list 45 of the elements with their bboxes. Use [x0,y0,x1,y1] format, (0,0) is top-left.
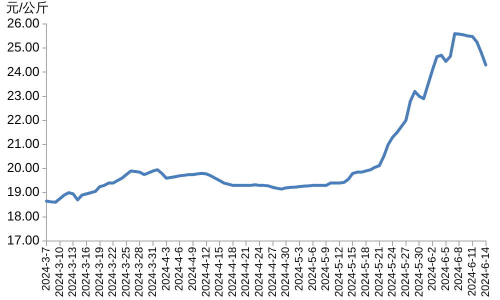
x-tick-label: 2024-4-12 [200,246,212,298]
x-tick-label: 2024-5-12 [333,246,346,298]
x-tick-label: 2024-3-31 [147,246,160,298]
y-tick-label: 18.00 [6,208,40,224]
x-tick-label: 2024-6-11 [466,246,479,296]
x-tick-label: 2024-4-3 [160,246,172,291]
x-tick-label: 2024-3-13 [67,246,80,298]
y-tick-label: 26.00 [6,16,40,31]
x-tick-label: 2024-4-21 [240,246,252,298]
x-tick-label: 2024-5-24 [386,246,399,298]
x-tick-label: 2024-3-22 [107,246,120,298]
x-tick-label: 2024-6-2 [426,246,439,291]
y-tick-label: 25.00 [6,40,40,55]
x-tick-label: 2024-3-19 [94,246,106,298]
x-tick-label: 2024-4-15 [214,246,226,298]
x-tick-label: 2024-6-8 [453,246,466,291]
x-tick-label: 2024-5-27 [400,246,412,298]
x-tick-label: 2024-5-21 [373,246,386,298]
y-tick-label: 17.00 [6,232,40,248]
x-tick-label: 2024-4-27 [266,246,279,298]
x-tick-label: 2024-3-7 [40,246,53,291]
y-tick-label: 22.00 [6,112,40,127]
y-tick-label: 23.00 [6,88,40,103]
x-tick-label: 2024-4-18 [226,246,239,298]
x-tick-label: 2024-3-25 [120,246,132,298]
y-axis-title: 元/公斤 [6,0,49,16]
y-tick-label: 20.00 [6,160,40,176]
x-tick-label: 2024-4-9 [186,246,199,291]
x-tick-label: 2024-4-24 [254,246,266,298]
y-tick-label: 19.00 [6,184,40,200]
x-tick-label: 2024-4-30 [280,246,292,298]
x-tick-label: 2024-3-28 [134,246,146,298]
x-tick-label: 2024-5-9 [320,246,332,291]
x-tick-label: 2024-5-6 [306,246,319,291]
x-tick-label: 2024-6-14 [480,246,492,298]
x-tick-label: 2024-5-30 [413,246,426,298]
y-tick-label: 24.00 [6,64,40,79]
x-tick-label: 2024-3-16 [80,246,92,298]
x-tick-label: 2024-5-3 [293,246,306,291]
x-tick-label: 2024-5-15 [346,246,359,298]
x-tick-label: 2024-5-18 [360,246,372,298]
x-tick-label: 2024-4-6 [174,246,186,291]
y-tick-label: 21.00 [6,136,40,152]
x-tick-label: 2024-6-5 [440,246,452,291]
x-tick-label: 2024-3-10 [54,246,66,298]
